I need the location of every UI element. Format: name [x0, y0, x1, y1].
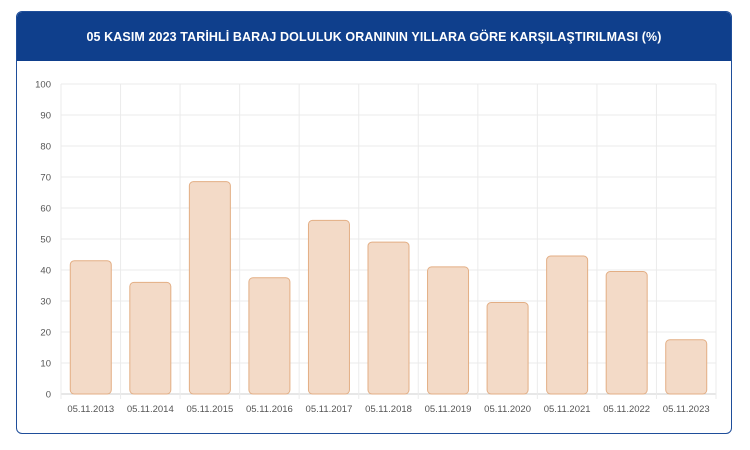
chart-title: 05 KASIM 2023 TARİHLİ BARAJ DOLULUK ORAN… [17, 12, 731, 61]
bars [69, 181, 708, 395]
x-axis-ticks: 05.11.2013 05.11.2014 05.11.2015 05.11.2016… [67, 404, 709, 415]
bar-05.11.2017[interactable] [307, 219, 350, 395]
y-tick-label-20: 20 [40, 328, 51, 339]
y-tick-label-50: 50 [40, 235, 51, 246]
bar-05.11.2020[interactable] [486, 302, 529, 395]
bar-05.11.2013[interactable] [69, 260, 112, 395]
y-tick-label-60: 60 [40, 204, 51, 215]
x-tick-label-05.11.2023: 05.11.2023 [663, 404, 710, 415]
y-tick-label-40: 40 [40, 266, 51, 277]
y-tick-label-80: 80 [40, 142, 51, 153]
bar-05.11.2015[interactable] [188, 181, 231, 395]
bar-05.11.2023[interactable] [665, 339, 708, 395]
bar-05.11.2022[interactable] [605, 271, 648, 395]
bar-05.11.2014[interactable] [129, 281, 172, 395]
bar-05.11.2021[interactable] [546, 255, 589, 395]
y-tick-label-0: 0 [46, 390, 51, 401]
y-tick-label-70: 70 [40, 173, 51, 184]
y-tick-label-90: 90 [40, 111, 51, 122]
x-tick-label-05.11.2015: 05.11.2015 [186, 404, 233, 415]
bar-05.11.2018[interactable] [367, 241, 410, 395]
x-tick-label-05.11.2014: 05.11.2014 [127, 404, 174, 415]
x-tick-label-05.11.2019: 05.11.2019 [425, 404, 472, 415]
bar-05.11.2019[interactable] [427, 266, 470, 395]
bar-05.11.2016[interactable] [248, 277, 291, 395]
x-tick-label-05.11.2016: 05.11.2016 [246, 404, 293, 415]
x-tick-label-05.11.2022: 05.11.2022 [603, 404, 650, 415]
y-tick-label-100: 100 [35, 80, 51, 91]
x-tick-label-05.11.2020: 05.11.2020 [484, 404, 531, 415]
x-tick-label-05.11.2013: 05.11.2013 [67, 404, 114, 415]
x-tick-label-05.11.2017: 05.11.2017 [306, 404, 353, 415]
y-axis-ticks: 0 10 20 30 40 50 60 70 80 90 100 [35, 80, 51, 401]
x-tick-label-05.11.2018: 05.11.2018 [365, 404, 412, 415]
y-tick-label-10: 10 [40, 359, 51, 370]
x-tick-label-05.11.2021: 05.11.2021 [544, 404, 591, 415]
y-tick-label-30: 30 [40, 297, 51, 308]
